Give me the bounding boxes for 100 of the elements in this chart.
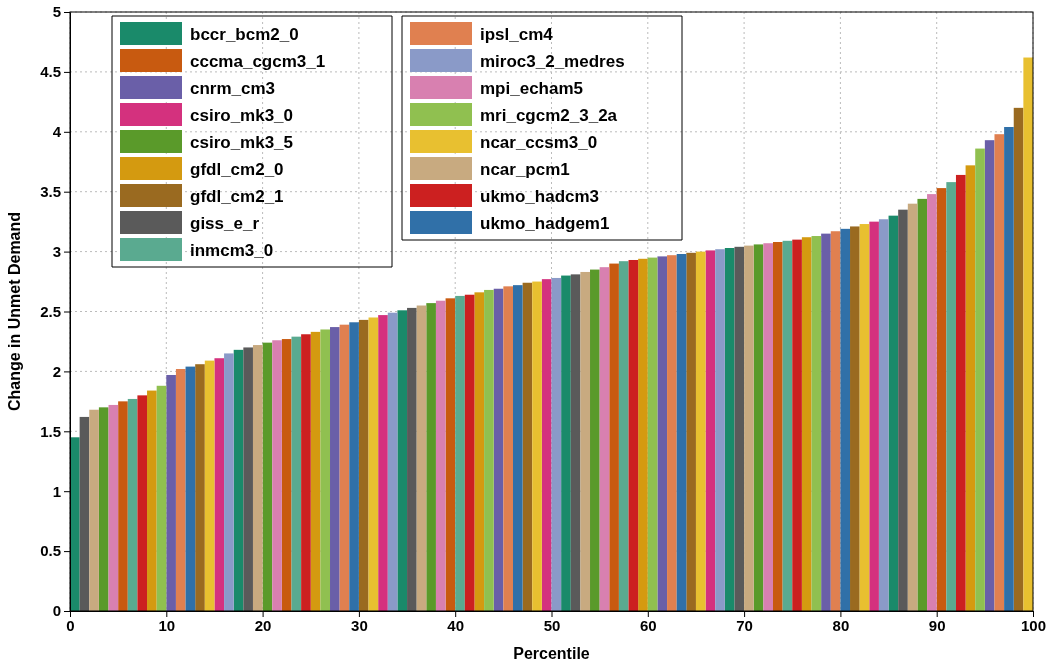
x-tick-label: 20 (254, 616, 272, 634)
bar (301, 334, 311, 611)
bar (175, 369, 186, 611)
x-tick-label: 50 (543, 616, 561, 634)
y-tick-label: 4 (52, 123, 62, 141)
bar (1004, 127, 1014, 611)
bar (686, 252, 696, 611)
x-tick-label: 0 (66, 616, 75, 634)
bar (917, 198, 928, 611)
bar (850, 226, 860, 611)
bar (358, 319, 369, 611)
bar (89, 409, 99, 611)
bar (70, 437, 80, 611)
bar (118, 401, 128, 611)
bar (955, 174, 966, 611)
bar (349, 322, 359, 611)
bar (330, 327, 340, 611)
x-tick-label: 70 (736, 616, 753, 634)
bar (310, 331, 321, 611)
y-tick-label: 0.5 (40, 542, 61, 560)
bar (763, 243, 773, 611)
bar (262, 342, 273, 611)
bar (801, 237, 812, 611)
bar (137, 395, 148, 611)
legend-label: gfdl_cm2_1 (190, 186, 284, 206)
bar (695, 251, 706, 611)
bar (1013, 107, 1024, 611)
legend-label: ukmo_hadcm3 (480, 186, 600, 206)
bar (975, 148, 985, 611)
bar (830, 231, 841, 611)
bar (445, 298, 456, 611)
legend-label: giss_e_r (190, 213, 260, 233)
bar (744, 245, 754, 611)
y-tick-label: 1.5 (40, 422, 61, 440)
bar (541, 279, 552, 611)
x-tick-label: 60 (639, 616, 657, 634)
bar (339, 324, 350, 611)
y-tick-label: 3 (52, 242, 61, 260)
legend-label: mpi_echam5 (480, 78, 583, 98)
y-tick-label: 1 (52, 482, 61, 500)
bar (320, 329, 331, 611)
bar (455, 295, 465, 611)
bar (561, 275, 571, 611)
legend-label: ncar_ccsm3_0 (480, 132, 598, 152)
bar (984, 140, 995, 611)
bar (127, 398, 138, 611)
legend-label: cccma_cgcm3_1 (190, 51, 326, 71)
bar (638, 258, 648, 611)
bar (570, 274, 581, 611)
legend-label: mri_cgcm2_3_2a (480, 105, 618, 125)
bar (599, 267, 610, 611)
bar (484, 289, 494, 611)
bar (195, 364, 205, 611)
bar (233, 349, 244, 611)
legend-label: ncar_pcm1 (480, 159, 570, 179)
bar (994, 134, 1005, 611)
y-tick-label: 2.5 (40, 302, 61, 320)
bar (628, 259, 639, 611)
bar (888, 215, 899, 611)
y-tick-label: 5 (52, 3, 61, 21)
bar (859, 224, 870, 611)
bar (532, 281, 542, 611)
bar (522, 282, 533, 611)
bar (715, 249, 725, 611)
legend-label: inmcm3_0 (190, 240, 274, 260)
bar (493, 288, 504, 611)
bar (792, 239, 802, 611)
bar (368, 317, 379, 611)
bar (657, 256, 668, 611)
legend-label: csiro_mk3_5 (190, 132, 294, 152)
bar (734, 246, 745, 611)
bar (667, 255, 677, 611)
bar (387, 312, 398, 611)
bar (811, 236, 822, 611)
bar (580, 271, 591, 611)
bar (946, 182, 956, 611)
bar (503, 286, 513, 611)
bar (272, 340, 282, 611)
bar (618, 261, 629, 611)
legend-label: bccr_bcm2_0 (190, 24, 299, 44)
legend-label: gfdl_cm2_0 (190, 159, 284, 179)
bar (927, 194, 937, 611)
bar (79, 416, 90, 611)
bar (397, 310, 408, 611)
bar (898, 209, 908, 611)
bar (782, 240, 793, 611)
legend-label: ukmo_hadgem1 (480, 213, 610, 233)
legend-label: ipsl_cm4 (480, 24, 554, 44)
bar (166, 374, 176, 611)
bar (512, 285, 523, 611)
bar (907, 203, 918, 611)
bar (609, 263, 619, 611)
bar (965, 165, 976, 611)
legend-label: csiro_mk3_0 (190, 105, 294, 125)
bar (243, 347, 253, 611)
bar (185, 366, 196, 611)
bar (647, 257, 658, 611)
bar (676, 254, 687, 611)
bar (474, 292, 485, 611)
x-tick-label: 30 (351, 616, 368, 634)
